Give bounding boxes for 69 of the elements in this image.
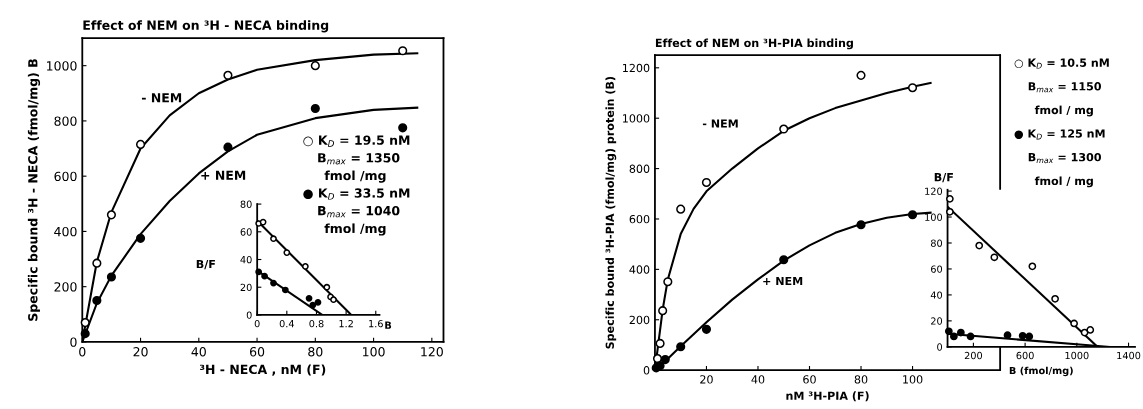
y-tick-label: 40 xyxy=(240,255,252,264)
x-axis-title: ³H - NECA , nM (F) xyxy=(200,364,326,376)
y-axis-title: Specific bound ³H - NECA (fmol/mg) B xyxy=(27,59,41,321)
y-tick-label: 600 xyxy=(54,171,77,182)
text: B$_{max}$ = 1150 xyxy=(1028,82,1101,93)
x-axis-title: B xyxy=(385,321,392,329)
y-tick-label: 0 xyxy=(643,366,650,375)
y-axis-title: B/F xyxy=(934,173,953,183)
x-tick-label: 0.8 xyxy=(309,319,324,328)
y-tick-label: 60 xyxy=(240,228,252,236)
annotation: + NEM xyxy=(763,276,803,286)
y-tick-label: 400 xyxy=(629,265,650,274)
text: B$_{max}$ = 1300 xyxy=(1028,152,1101,164)
y-tick-label: 400 xyxy=(54,226,77,237)
annotation: - NEM xyxy=(702,119,738,128)
y-tick-label: 80 xyxy=(930,239,943,247)
x-tick-label: 1.2 xyxy=(339,319,353,328)
x-tick-label: 60 xyxy=(249,347,265,357)
x-tick-label: 20 xyxy=(700,375,713,384)
text: fmol / mg xyxy=(1034,176,1093,188)
text: ● K$_{D}$ = 125 nM xyxy=(1014,129,1105,140)
x-tick-label: 40 xyxy=(191,347,206,357)
annotation: fmol /mg xyxy=(324,223,386,236)
annotation: B$_{max}$ = 1350 xyxy=(318,153,400,165)
text: ○ K$_{D}$ = 10.5 nM xyxy=(1014,58,1109,69)
y-tick-label: 600 xyxy=(629,214,650,224)
y-tick-label: 60 xyxy=(930,265,943,273)
y-tick-label: 800 xyxy=(629,164,650,173)
x-tick-label: 200 xyxy=(964,351,983,360)
x-tick-label: 0 xyxy=(79,347,86,357)
annotation: ○ K$_{D}$ = 19.5 nM xyxy=(303,135,410,147)
annotation: ● K$_{D}$ = 33.5 nM xyxy=(303,188,410,200)
x-axis-title: nM ³H-PIA (F) xyxy=(786,391,869,402)
x-tick-label: 20 xyxy=(133,347,148,357)
x-tick-label: 100 xyxy=(903,375,923,384)
annotation: + NEM xyxy=(201,170,246,180)
x-tick-label: 1.6 xyxy=(369,319,383,328)
y-axis-title: Specific bound ³H-PIA (fmol/mg) protein (B) xyxy=(605,76,617,349)
y-tick-label: 20 xyxy=(240,283,252,292)
y-tick-label: 200 xyxy=(54,282,77,292)
x-tick-label: 1000 xyxy=(1065,351,1089,360)
y-tick-label: 120 xyxy=(925,187,943,195)
text: fmol / mg xyxy=(1034,105,1093,117)
x-tick-label: 60 xyxy=(803,375,816,384)
x-tick-label: 0.4 xyxy=(279,319,295,328)
x-tick-label: 80 xyxy=(308,347,323,357)
chart-title: Effect of NEM on ³H - NECA binding xyxy=(83,20,329,33)
chart-title: Effect of NEM on ³H-PIA binding xyxy=(655,38,853,50)
y-tick-label: 80 xyxy=(240,200,252,208)
y-tick-label: 1000 xyxy=(623,114,650,123)
y-tick-label: 0 xyxy=(246,311,252,319)
y-tick-label: 800 xyxy=(54,116,77,126)
x-tick-label: 0 xyxy=(254,319,260,328)
y-tick-label: 1200 xyxy=(623,63,650,73)
x-tick-label: 1400 xyxy=(1117,351,1141,360)
annotation: B$_{max}$ = 1040 xyxy=(318,205,400,218)
x-tick-label: 100 xyxy=(363,347,385,357)
annotation: fmol /mg xyxy=(324,170,386,183)
y-tick-label: 100 xyxy=(925,213,943,221)
x-tick-label: 40 xyxy=(751,375,765,384)
y-axis-title: B/F xyxy=(196,260,215,270)
annotation: - NEM xyxy=(141,93,182,103)
x-tick-label: 120 xyxy=(421,347,443,357)
y-tick-label: 1000 xyxy=(47,61,77,71)
y-tick-label: 0 xyxy=(70,337,77,347)
x-axis-title: B (fmol/mg) xyxy=(1009,366,1073,377)
y-tick-label: 40 xyxy=(930,291,943,299)
x-tick-label: 80 xyxy=(854,375,868,384)
x-tick-label: 600 xyxy=(1016,351,1034,360)
